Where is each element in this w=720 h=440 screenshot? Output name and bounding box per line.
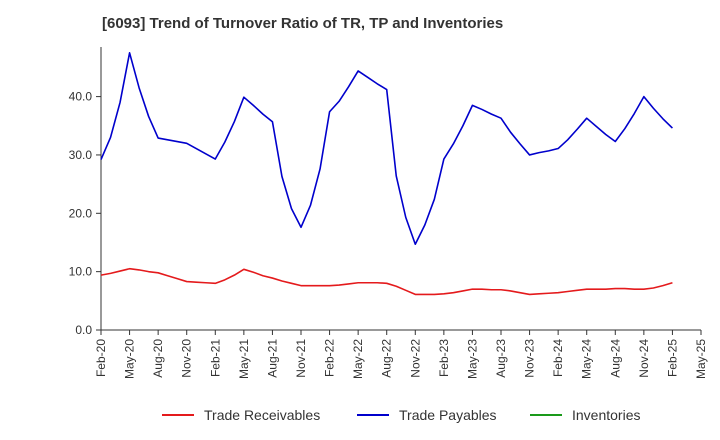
x-tick-label: Aug-22 <box>380 339 394 378</box>
series-layer <box>100 52 673 296</box>
legend-label-0: Trade Receivables <box>204 407 320 423</box>
x-tick-label: May-22 <box>351 339 365 379</box>
y-tick-label: 10.0 <box>69 265 93 279</box>
x-tick-label: May-25 <box>694 339 708 379</box>
x-tick-label: May-20 <box>123 339 137 379</box>
x-tick-label: Nov-21 <box>294 339 308 378</box>
series-line-1 <box>100 52 673 246</box>
x-tick-label: Aug-23 <box>494 339 508 378</box>
x-tick-label: Nov-23 <box>523 339 537 378</box>
x-tick-label: May-24 <box>580 339 594 379</box>
legend-label-1: Trade Payables <box>399 407 497 423</box>
x-tick-label: Aug-20 <box>151 339 165 378</box>
x-tick-label: Feb-20 <box>94 339 108 377</box>
x-tick-label: Nov-24 <box>637 339 651 378</box>
y-tick-label: 0.0 <box>75 323 92 337</box>
x-tick-label: Feb-21 <box>208 339 222 377</box>
x-tick-label: Nov-22 <box>408 339 422 378</box>
x-tick-label: Aug-24 <box>608 339 622 378</box>
series-line-0 <box>100 267 673 296</box>
y-tick-label: 40.0 <box>69 90 93 104</box>
x-tick-label: Nov-20 <box>180 339 194 378</box>
x-tick-label: May-21 <box>237 339 251 379</box>
x-tick-label: Feb-22 <box>323 339 337 377</box>
axes: 0.0 10.0 20.0 30.0 40.0 Feb-20 May-20 Aug-20 Nov… <box>69 47 708 379</box>
legend: Trade Receivables Trade Payables Inventori… <box>162 407 640 423</box>
x-tick-label: Feb-25 <box>665 339 679 377</box>
x-tick-label: Aug-21 <box>265 339 279 378</box>
x-tick-label: May-23 <box>465 339 479 379</box>
y-tick-label: 30.0 <box>69 148 93 162</box>
x-tick-label: Feb-23 <box>437 339 451 377</box>
chart-title: [6093] Trend of Turnover Ratio of TR, TP… <box>102 15 504 32</box>
x-tick-label: Feb-24 <box>551 339 565 377</box>
legend-label-2: Inventories <box>572 407 640 423</box>
y-tick-label: 20.0 <box>69 206 93 220</box>
